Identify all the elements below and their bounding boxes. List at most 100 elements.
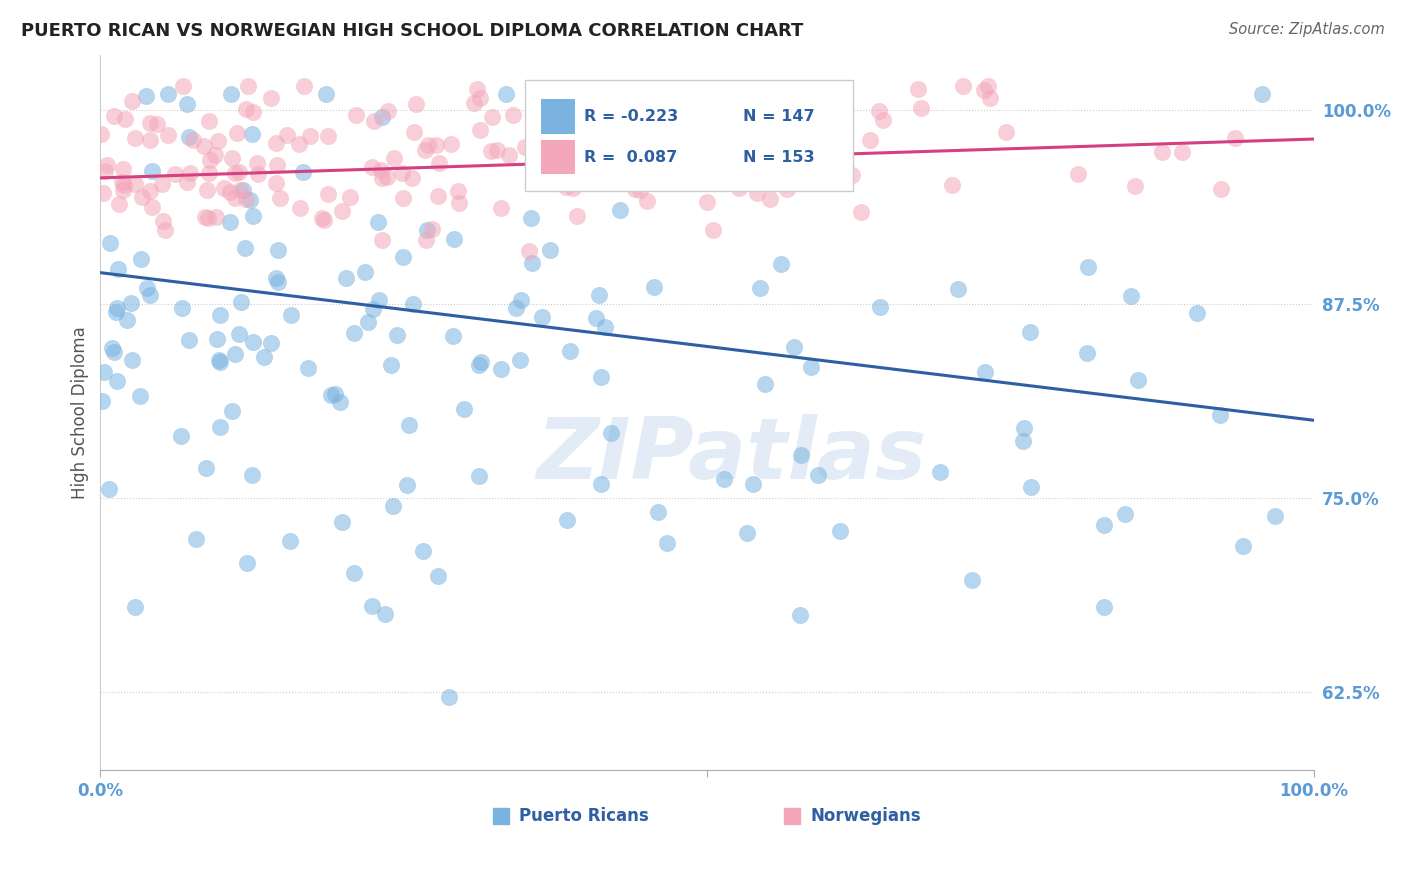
- Point: [669, 107, 692, 121]
- Point: [1092, 518, 1115, 533]
- Point: [547, 101, 569, 115]
- Point: [398, 417, 420, 432]
- Point: [520, 211, 543, 225]
- Point: [138, 115, 160, 129]
- Text: N = 147: N = 147: [744, 109, 815, 124]
- Point: [264, 270, 287, 285]
- Point: [851, 205, 873, 219]
- Text: Norwegians: Norwegians: [810, 807, 921, 825]
- Point: [91, 393, 114, 408]
- Point: [198, 166, 221, 180]
- Point: [558, 343, 581, 358]
- Point: [343, 566, 366, 581]
- Point: [209, 308, 232, 322]
- Point: [441, 328, 464, 343]
- Point: [141, 200, 163, 214]
- Point: [463, 95, 485, 110]
- Point: [367, 293, 389, 307]
- Point: [644, 87, 666, 101]
- Point: [90, 127, 112, 141]
- Point: [290, 201, 312, 215]
- Point: [1150, 145, 1173, 160]
- Point: [103, 110, 125, 124]
- Point: [470, 355, 492, 369]
- Point: [269, 191, 291, 205]
- Point: [591, 369, 613, 384]
- Point: [588, 287, 610, 301]
- Point: [208, 353, 231, 368]
- Point: [510, 293, 533, 307]
- Point: [221, 404, 243, 418]
- Point: [1251, 87, 1274, 101]
- Point: [93, 164, 115, 178]
- Point: [828, 524, 851, 539]
- Point: [103, 344, 125, 359]
- Point: [1114, 507, 1136, 521]
- Point: [124, 600, 146, 615]
- Point: [555, 513, 578, 527]
- Point: [1232, 539, 1254, 553]
- Point: [375, 169, 398, 184]
- Point: [371, 171, 394, 186]
- Point: [319, 388, 342, 402]
- Point: [502, 108, 524, 122]
- Point: [727, 180, 749, 194]
- Point: [1171, 145, 1194, 160]
- Point: [156, 87, 179, 101]
- Point: [973, 83, 995, 97]
- Point: [486, 144, 509, 158]
- Point: [872, 112, 894, 127]
- Point: [112, 162, 135, 177]
- Point: [120, 296, 142, 310]
- Point: [800, 359, 823, 374]
- Point: [228, 183, 250, 197]
- Point: [730, 145, 752, 159]
- Point: [194, 210, 217, 224]
- Point: [869, 300, 891, 314]
- Point: [260, 90, 283, 104]
- Point: [718, 121, 741, 136]
- Point: [121, 352, 143, 367]
- Point: [170, 301, 193, 315]
- Point: [412, 544, 434, 558]
- Point: [1126, 373, 1149, 387]
- Point: [509, 352, 531, 367]
- Point: [177, 333, 200, 347]
- Point: [413, 143, 436, 157]
- Point: [157, 128, 180, 142]
- Point: [426, 189, 449, 203]
- Point: [260, 336, 283, 351]
- Point: [520, 256, 543, 270]
- Point: [468, 123, 491, 137]
- Point: [298, 128, 321, 143]
- Point: [197, 211, 219, 225]
- Point: [443, 232, 465, 246]
- Point: [465, 82, 488, 96]
- Point: [135, 89, 157, 103]
- Point: [176, 175, 198, 189]
- Y-axis label: High School Diploma: High School Diploma: [72, 326, 89, 499]
- Point: [236, 79, 259, 94]
- Point: [589, 476, 612, 491]
- Point: [114, 112, 136, 127]
- Point: [741, 476, 763, 491]
- Point: [759, 192, 782, 206]
- Point: [246, 167, 269, 181]
- Point: [235, 242, 257, 256]
- Point: [242, 105, 264, 120]
- Point: [994, 125, 1017, 139]
- Point: [697, 175, 720, 189]
- Point: [567, 209, 589, 223]
- Point: [219, 215, 242, 229]
- Point: [292, 79, 315, 94]
- Point: [1076, 346, 1098, 360]
- Point: [1092, 600, 1115, 615]
- Point: [264, 176, 287, 190]
- Point: [315, 87, 337, 101]
- Point: [1208, 409, 1230, 423]
- Point: [152, 213, 174, 227]
- Point: [868, 103, 890, 118]
- Point: [735, 525, 758, 540]
- Point: [195, 461, 218, 475]
- Point: [550, 109, 572, 123]
